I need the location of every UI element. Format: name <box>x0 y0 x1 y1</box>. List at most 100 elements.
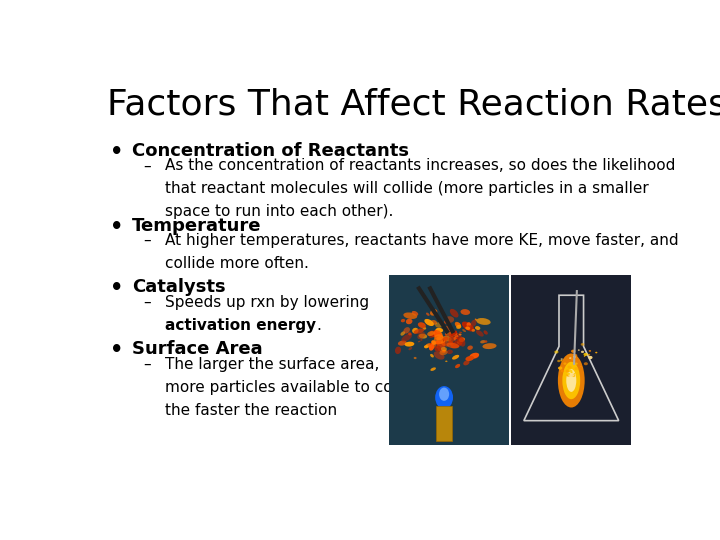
Ellipse shape <box>561 370 564 372</box>
Ellipse shape <box>554 350 559 354</box>
Ellipse shape <box>578 349 580 351</box>
Ellipse shape <box>448 341 454 346</box>
Ellipse shape <box>419 334 427 339</box>
Ellipse shape <box>431 340 436 345</box>
Ellipse shape <box>566 369 576 392</box>
Ellipse shape <box>405 342 414 347</box>
Ellipse shape <box>558 354 585 408</box>
Ellipse shape <box>427 331 435 336</box>
Ellipse shape <box>580 366 582 367</box>
Ellipse shape <box>467 325 471 328</box>
Ellipse shape <box>430 330 435 337</box>
Ellipse shape <box>439 388 449 401</box>
Ellipse shape <box>475 326 480 330</box>
Ellipse shape <box>572 374 575 375</box>
Ellipse shape <box>413 328 424 334</box>
Ellipse shape <box>429 347 431 349</box>
Ellipse shape <box>412 311 418 316</box>
Ellipse shape <box>463 360 469 366</box>
Text: •: • <box>109 141 123 161</box>
Ellipse shape <box>423 327 426 330</box>
Ellipse shape <box>557 360 560 362</box>
Ellipse shape <box>562 362 580 399</box>
Ellipse shape <box>403 327 410 334</box>
Ellipse shape <box>433 352 444 360</box>
Ellipse shape <box>583 353 588 356</box>
Ellipse shape <box>439 335 444 339</box>
Ellipse shape <box>482 343 497 349</box>
Ellipse shape <box>433 336 442 343</box>
Ellipse shape <box>438 338 446 343</box>
Text: –: – <box>143 357 150 372</box>
Ellipse shape <box>431 320 437 325</box>
Ellipse shape <box>433 341 441 345</box>
Ellipse shape <box>445 361 447 362</box>
Text: •: • <box>109 341 123 361</box>
Ellipse shape <box>465 327 470 330</box>
Ellipse shape <box>436 336 443 343</box>
Ellipse shape <box>476 318 490 325</box>
Ellipse shape <box>462 329 466 332</box>
Ellipse shape <box>440 339 449 347</box>
Ellipse shape <box>588 356 593 359</box>
Ellipse shape <box>444 320 449 324</box>
Ellipse shape <box>408 333 412 335</box>
Ellipse shape <box>480 340 485 343</box>
Ellipse shape <box>476 330 484 336</box>
Ellipse shape <box>429 343 434 350</box>
Text: Surface Area: Surface Area <box>132 341 263 359</box>
Text: that reactant molecules will collide (more particles in a smaller: that reactant molecules will collide (mo… <box>166 181 649 196</box>
Ellipse shape <box>424 319 434 326</box>
Ellipse shape <box>418 332 426 339</box>
Ellipse shape <box>401 334 412 342</box>
Ellipse shape <box>418 341 420 342</box>
Ellipse shape <box>569 357 572 359</box>
Ellipse shape <box>589 350 591 352</box>
Ellipse shape <box>452 332 457 336</box>
Text: At higher temperatures, reactants have more KE, move faster, and: At higher temperatures, reactants have m… <box>166 233 679 248</box>
Ellipse shape <box>571 358 574 360</box>
Ellipse shape <box>458 337 465 347</box>
Ellipse shape <box>446 326 451 332</box>
Ellipse shape <box>469 353 479 359</box>
Ellipse shape <box>564 362 567 365</box>
Ellipse shape <box>435 336 444 342</box>
Ellipse shape <box>448 331 453 334</box>
Ellipse shape <box>439 350 448 355</box>
Ellipse shape <box>449 331 462 340</box>
Ellipse shape <box>433 330 443 340</box>
Text: Catalysts: Catalysts <box>132 278 225 296</box>
Ellipse shape <box>434 334 444 340</box>
Ellipse shape <box>474 319 477 321</box>
Ellipse shape <box>462 321 474 332</box>
Text: Temperature: Temperature <box>132 217 261 234</box>
Ellipse shape <box>450 309 459 318</box>
Ellipse shape <box>436 346 438 348</box>
Ellipse shape <box>449 334 454 337</box>
Ellipse shape <box>581 343 585 346</box>
Ellipse shape <box>588 354 590 356</box>
Ellipse shape <box>443 337 449 341</box>
FancyBboxPatch shape <box>436 406 452 441</box>
Ellipse shape <box>443 336 451 342</box>
Text: –: – <box>143 233 150 248</box>
Ellipse shape <box>595 352 598 353</box>
Ellipse shape <box>438 337 442 340</box>
Ellipse shape <box>440 337 442 341</box>
Ellipse shape <box>565 369 570 373</box>
Ellipse shape <box>571 372 572 373</box>
FancyBboxPatch shape <box>511 275 631 446</box>
Ellipse shape <box>561 358 563 360</box>
Ellipse shape <box>569 369 571 371</box>
Ellipse shape <box>455 364 460 368</box>
Ellipse shape <box>412 328 418 334</box>
Ellipse shape <box>445 334 447 336</box>
Ellipse shape <box>465 356 474 361</box>
Text: more particles available to collide,: more particles available to collide, <box>166 380 430 395</box>
Ellipse shape <box>455 322 461 328</box>
Text: space to run into each other).: space to run into each other). <box>166 204 394 219</box>
Ellipse shape <box>574 354 577 356</box>
Ellipse shape <box>437 343 446 353</box>
Ellipse shape <box>575 362 577 365</box>
Ellipse shape <box>571 349 575 353</box>
